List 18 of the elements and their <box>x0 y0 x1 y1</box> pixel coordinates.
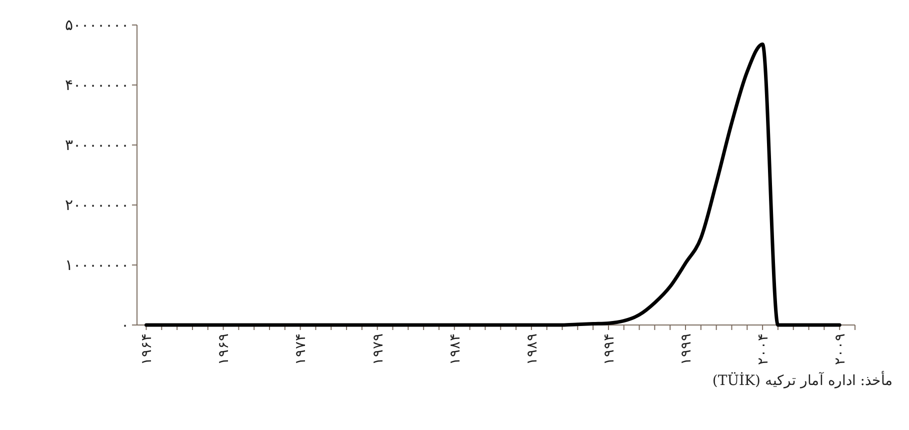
y-tick-label: ۵۰۰۰۰۰۰۰ <box>65 16 129 34</box>
y-tick-label: ۰ <box>121 316 129 334</box>
y-tick-label: ۳۰۰۰۰۰۰۰ <box>65 136 129 154</box>
x-tick-label: ۱۹۸۴ <box>447 333 464 365</box>
y-tick-label: ۲۰۰۰۰۰۰۰ <box>65 196 129 214</box>
y-tick-label: ۴۰۰۰۰۰۰۰ <box>65 76 129 94</box>
x-tick-label: ۲۰۰۹ <box>832 333 848 365</box>
x-tick-label: ۱۹۶۹ <box>216 333 232 365</box>
text: مأخذ: اداره آمار ترکیه (TÜİK) <box>712 370 893 389</box>
y-tick-label: ۱۰۰۰۰۰۰۰ <box>65 256 129 274</box>
x-tick-label: ۱۹۹۹ <box>678 333 694 365</box>
x-tick-label: ۲۰۰۴ <box>755 333 772 365</box>
line-series <box>144 42 842 327</box>
x-tick-label: ۱۹۹۴ <box>601 333 618 365</box>
x-tick-label: ۱۹۷۹ <box>370 333 386 365</box>
x-tick-label: ۱۹۷۴ <box>293 333 310 365</box>
x-tick-label: ۱۹۶۴ <box>139 333 156 365</box>
x-tick-label: ۱۹۸۹ <box>524 333 540 365</box>
